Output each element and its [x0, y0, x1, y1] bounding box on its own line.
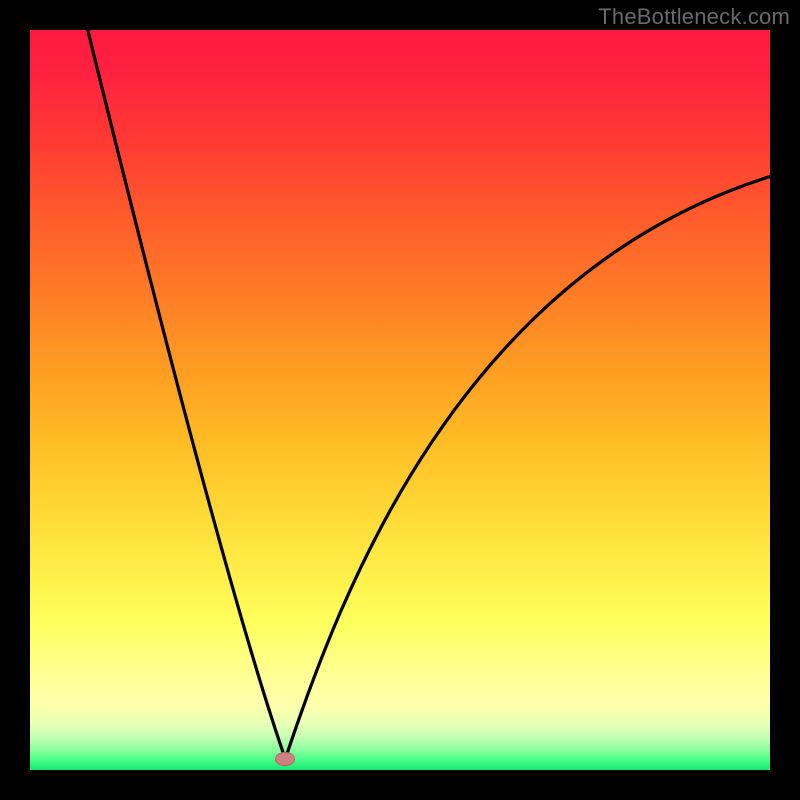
minimum-marker	[275, 752, 295, 766]
chart-frame: TheBottleneck.com	[0, 0, 800, 800]
watermark-label: TheBottleneck.com	[598, 4, 790, 30]
plot-area	[30, 30, 770, 770]
curve-path	[88, 30, 770, 759]
bottleneck-curve	[30, 30, 770, 770]
